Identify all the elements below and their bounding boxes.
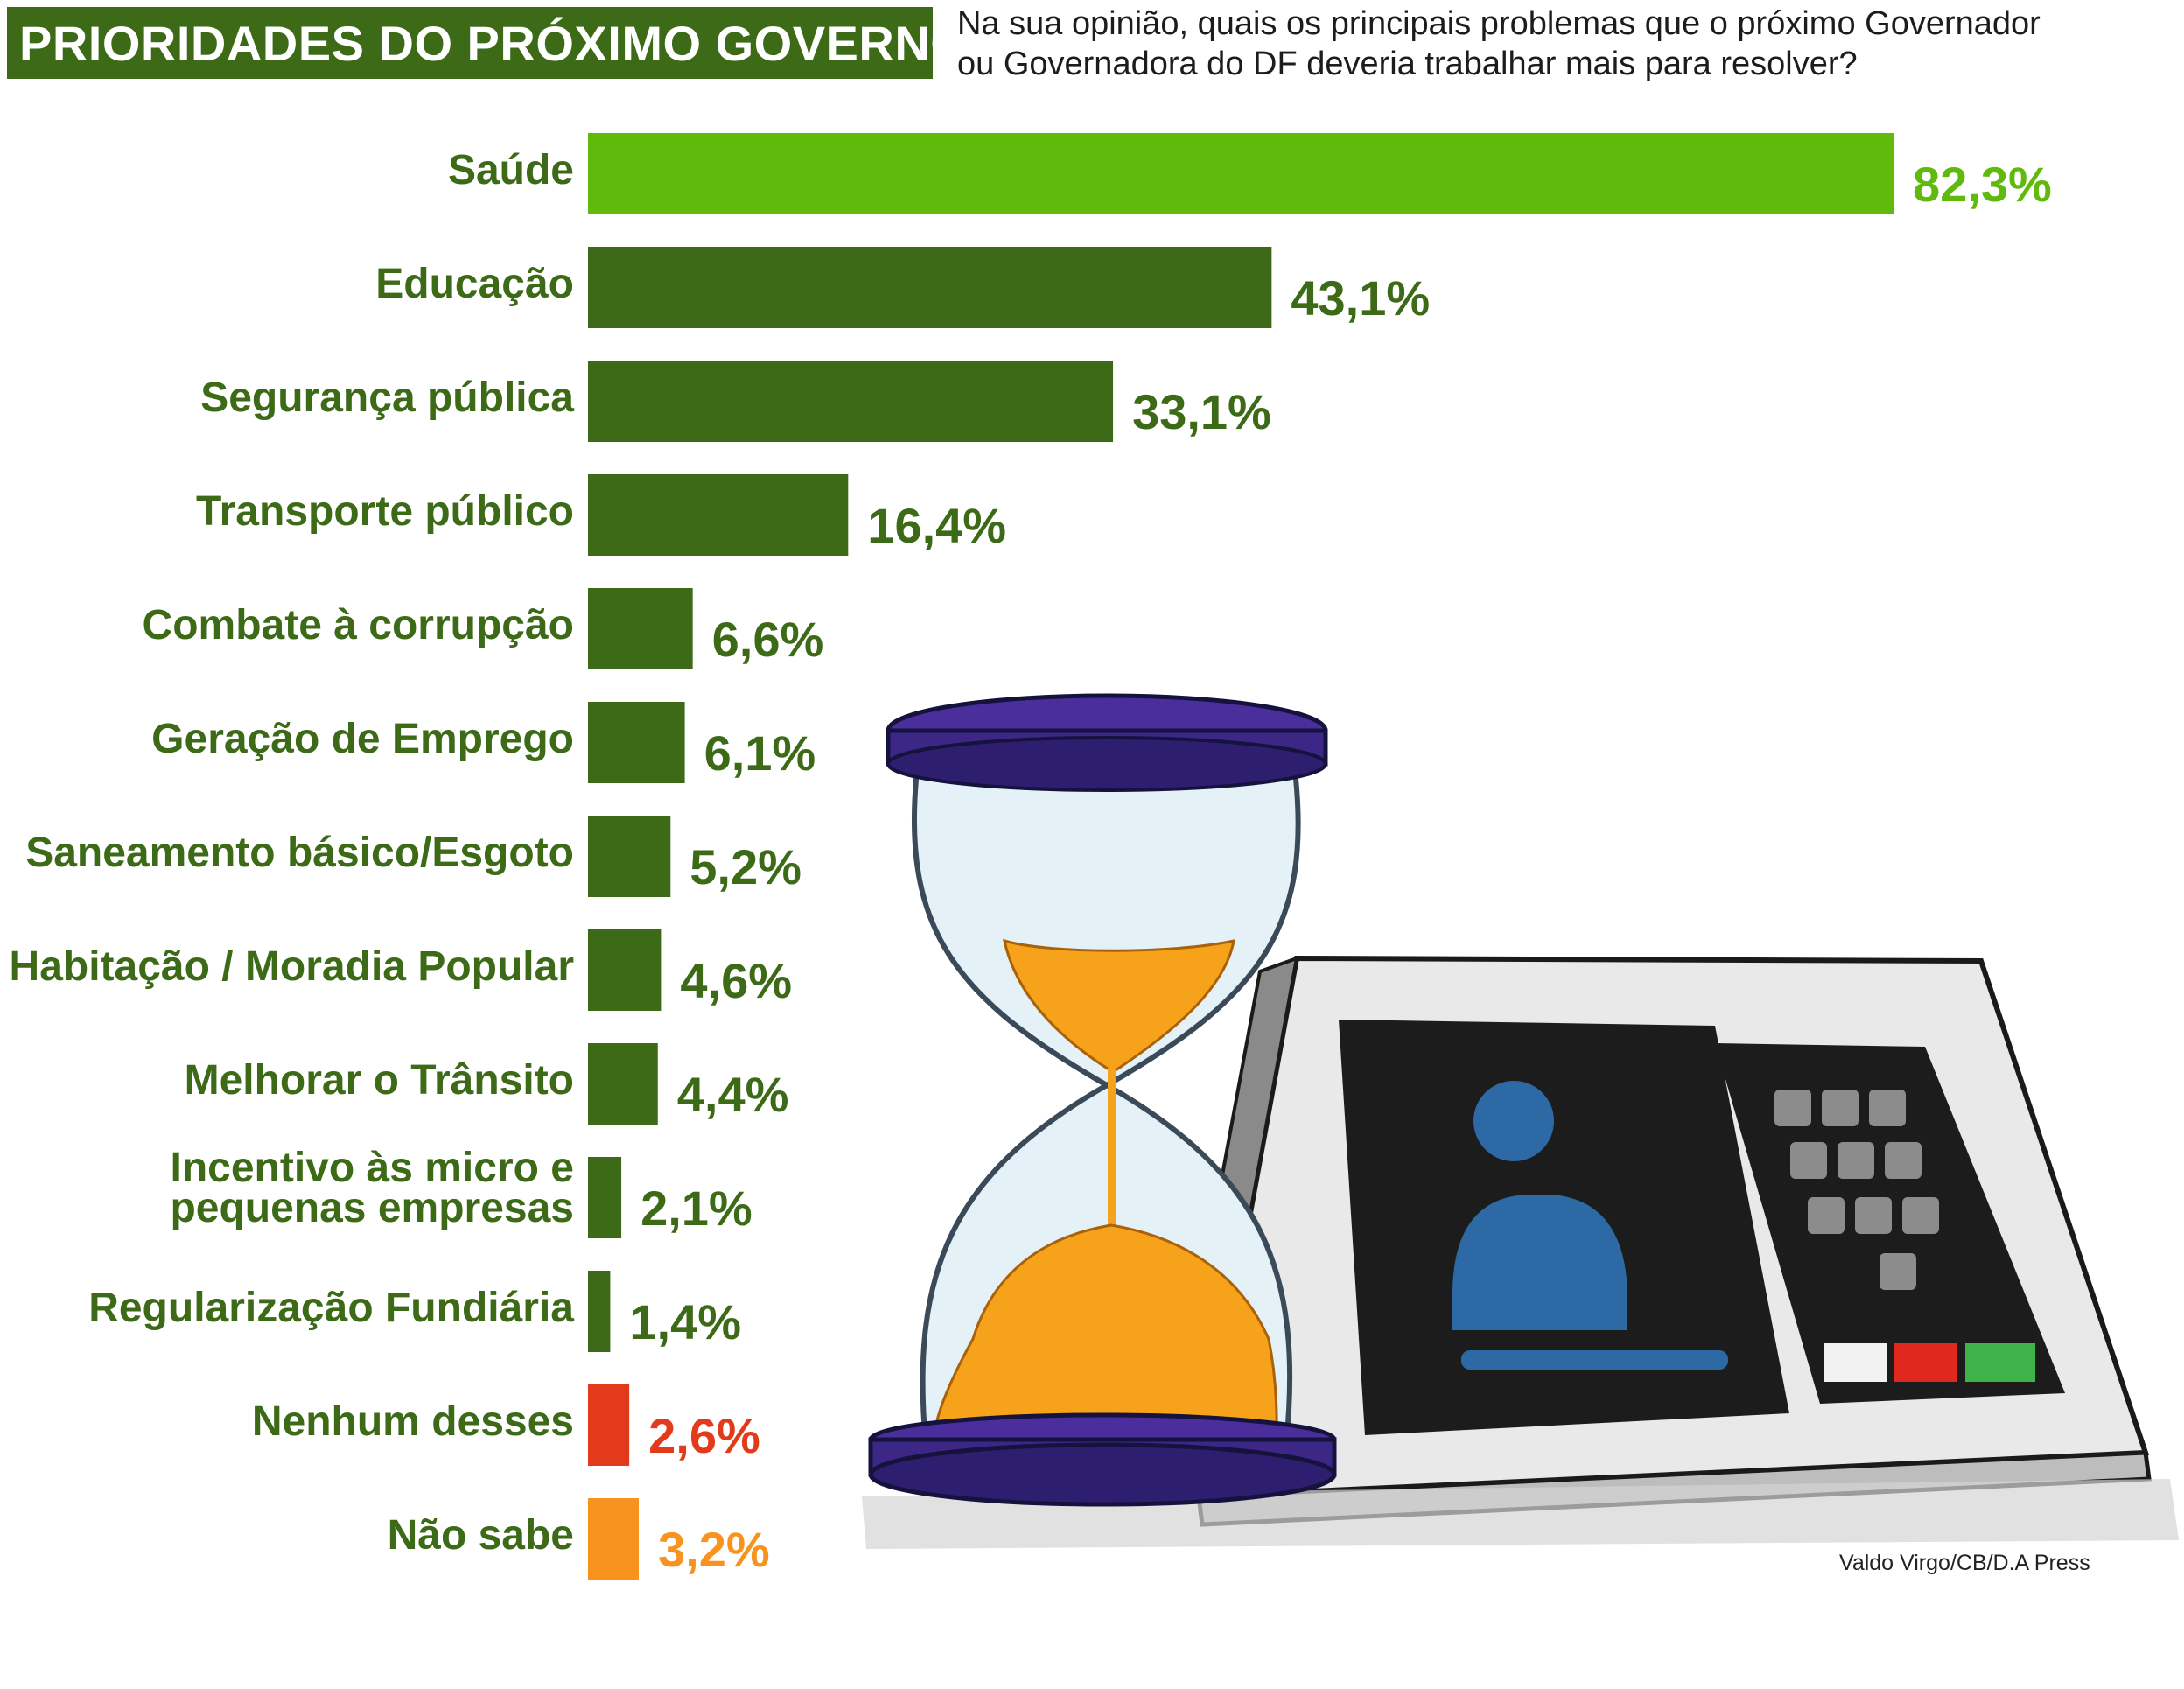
category-label-line: pequenas empresas (170, 1185, 574, 1231)
value-label-nenhum-desses: 2,6% (648, 1408, 760, 1463)
bar-nenhum-desses (588, 1384, 630, 1466)
category-label-habitacao-moradia-popular: Habitação / Moradia Popular (10, 943, 574, 990)
bar-incentivo-as-micro-e-pequenas-empresas (588, 1157, 622, 1238)
value-label-regularizacao-fundiaria: 1,4% (629, 1294, 741, 1349)
question-line-2: ou Governadora do DF deveria trabalhar m… (957, 46, 1858, 82)
bar-habitacao-moradia-popular (588, 929, 662, 1011)
bar-seguranca-publica (588, 361, 1114, 442)
category-label-seguranca-publica: Segurança pública (200, 375, 574, 421)
value-labels: 82,3% 43,1% 33,1% 16,4% 6,6% 6,1% 5,2% 4,6% 4,4%… (629, 157, 2051, 1577)
category-label-transporte-publico: Transporte público (196, 488, 574, 535)
category-label-line: Incentivo às micro e (170, 1145, 574, 1191)
value-label-geracao-de-emprego: 6,1% (704, 725, 816, 781)
survey-question: Na sua opinião, quais os principais prob… (957, 4, 2165, 84)
category-label-regularizacao-fundiaria: Regularização Fundiária (88, 1285, 574, 1331)
bar-combate-a-corrupcao (588, 588, 693, 669)
bar-nao-sabe (588, 1498, 640, 1580)
bar-educacao (588, 247, 1272, 328)
category-label-saneamento-basico-esgoto: Saneamento básico/Esgoto (25, 830, 574, 876)
value-label-melhorar-o-transito: 4,4% (677, 1067, 789, 1122)
category-label-nao-sabe: Não sabe (388, 1512, 574, 1559)
value-label-educacao: 43,1% (1291, 270, 1430, 326)
title-banner: PRIORIDADES DO PRÓXIMO GOVERNO (7, 7, 969, 79)
illustration (862, 693, 2179, 1549)
category-label-saude: Saúde (448, 147, 574, 193)
bar-regularizacao-fundiaria (588, 1271, 611, 1352)
bar-geracao-de-emprego (588, 702, 685, 783)
value-label-combate-a-corrupcao: 6,6% (712, 612, 824, 667)
value-label-seguranca-publica: 33,1% (1132, 384, 1271, 439)
category-label-geracao-de-emprego: Geração de Emprego (151, 716, 574, 762)
image-credit: Valdo Virgo/CB/D.A Press (1839, 1551, 2090, 1575)
bar-melhorar-o-transito (588, 1043, 658, 1125)
category-label-nenhum-desses: Nenhum desses (252, 1398, 574, 1445)
value-label-incentivo-as-micro-e-pequenas-empresas: 2,1% (640, 1181, 752, 1236)
bar-saneamento-basico-esgoto (588, 816, 671, 897)
value-label-saneamento-basico-esgoto: 5,2% (690, 839, 802, 894)
category-label-educacao: Educação (375, 261, 574, 307)
bars-group (588, 133, 1894, 1580)
bar-saude (588, 133, 1894, 214)
value-label-nao-sabe: 3,2% (658, 1522, 770, 1577)
bar-transporte-publico (588, 474, 849, 556)
hourglass-icon (868, 693, 1337, 1507)
value-label-saude: 82,3% (1913, 157, 2052, 212)
category-labels: Saúde Educação Segurança pública Transporte… (10, 147, 575, 1559)
question-line-1: Na sua opinião, quais os principais prob… (957, 5, 2040, 42)
category-label-melhorar-o-transito: Melhorar o Trânsito (185, 1057, 574, 1104)
value-label-transporte-publico: 16,4% (867, 498, 1006, 553)
chart-title: PRIORIDADES DO PRÓXIMO GOVERNO (19, 15, 970, 71)
category-label-combate-a-corrupcao: Combate à corrupção (143, 602, 574, 648)
category-label-incentivo-as-micro-e-pequenas-empresas: Incentivo às micro e pequenas empresas (170, 1145, 574, 1231)
value-label-habitacao-moradia-popular: 4,6% (680, 953, 792, 1008)
